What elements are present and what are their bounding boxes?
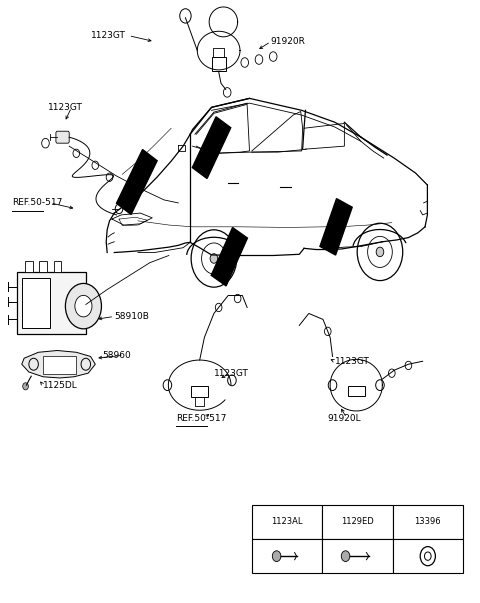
- Bar: [39, 261, 47, 271]
- Text: 1123GT: 1123GT: [335, 357, 370, 366]
- FancyBboxPatch shape: [56, 131, 69, 143]
- Bar: [212, 57, 226, 72]
- Bar: [43, 356, 76, 374]
- Bar: [54, 261, 61, 271]
- Polygon shape: [320, 198, 352, 255]
- Circle shape: [376, 247, 384, 257]
- Bar: [22, 277, 50, 329]
- Bar: [348, 387, 365, 396]
- Text: 91920R: 91920R: [271, 37, 306, 46]
- Text: 58960: 58960: [102, 351, 131, 360]
- Text: REF.50-517: REF.50-517: [12, 198, 63, 207]
- Polygon shape: [192, 117, 231, 178]
- Text: REF.50-517: REF.50-517: [176, 414, 227, 423]
- Circle shape: [341, 551, 350, 561]
- Text: 91920L: 91920L: [328, 414, 361, 423]
- Circle shape: [23, 383, 28, 390]
- Text: 1129ED: 1129ED: [341, 517, 374, 526]
- Bar: [17, 271, 86, 334]
- Text: 1123GT: 1123GT: [214, 368, 249, 377]
- Circle shape: [210, 254, 218, 264]
- Text: 13396: 13396: [415, 517, 441, 526]
- Bar: [25, 261, 33, 271]
- Text: 1123GT: 1123GT: [48, 103, 83, 112]
- Text: 1123AL: 1123AL: [271, 517, 303, 526]
- Text: 1125DL: 1125DL: [43, 380, 78, 390]
- Text: 1123GT: 1123GT: [91, 31, 126, 40]
- Bar: [191, 387, 208, 397]
- Text: 58910B: 58910B: [114, 312, 149, 321]
- Polygon shape: [22, 350, 96, 378]
- Bar: [322, 505, 393, 539]
- Polygon shape: [117, 150, 157, 215]
- Bar: [393, 539, 463, 573]
- Circle shape: [272, 551, 281, 561]
- Circle shape: [65, 283, 101, 329]
- Polygon shape: [211, 227, 248, 286]
- Bar: [252, 539, 322, 573]
- Bar: [393, 505, 463, 539]
- Circle shape: [75, 295, 92, 317]
- Bar: [252, 505, 322, 539]
- Bar: [322, 539, 393, 573]
